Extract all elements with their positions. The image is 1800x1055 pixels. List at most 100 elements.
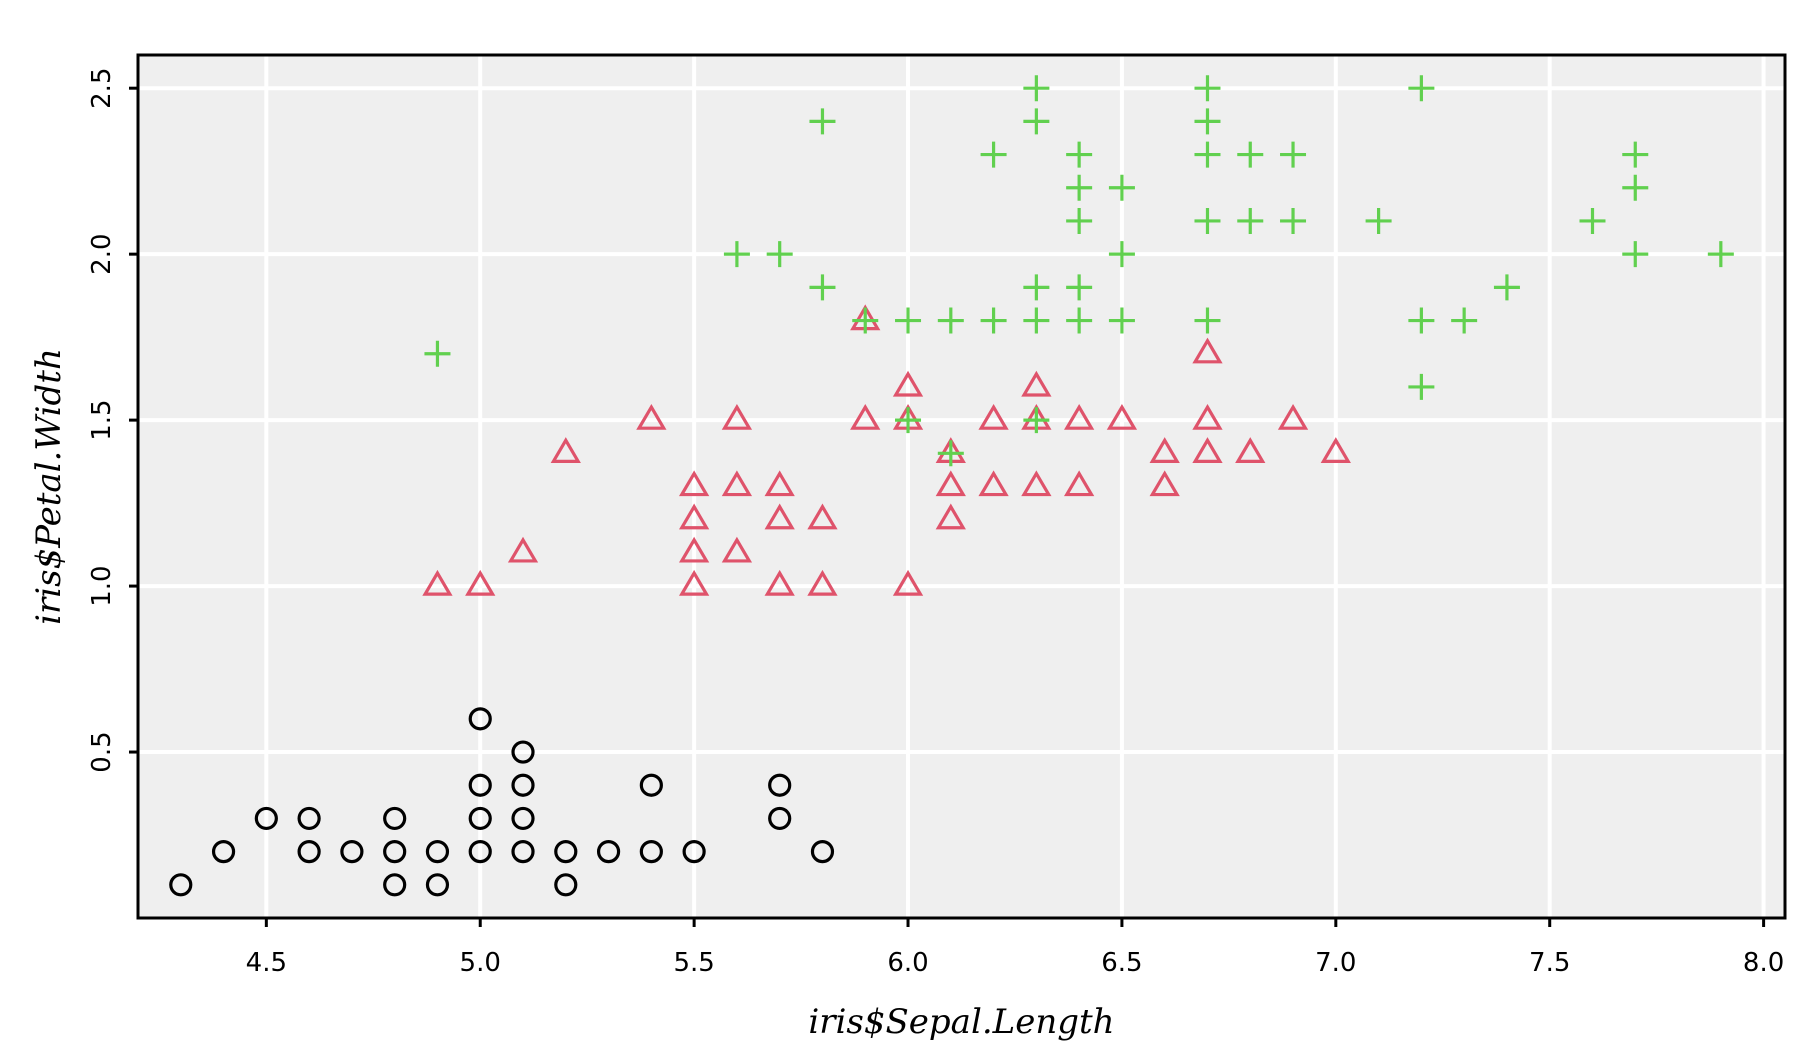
data-point-triangle — [636, 403, 667, 430]
x-axis: 4.5 5.0 5.5 6.0 6.5 7.0 7.5 8.0 — [246, 918, 1784, 978]
data-point-triangle — [550, 437, 581, 463]
data-point-triangle — [1192, 437, 1223, 463]
data-point-circle — [511, 840, 535, 864]
data-point-plus — [1066, 174, 1093, 201]
data-point-plus — [980, 141, 1007, 168]
data-point-plus — [1194, 307, 1221, 334]
data-point-plus — [1280, 207, 1307, 234]
data-point-plus — [895, 307, 922, 334]
y-tick-label: 2.0 — [87, 233, 117, 274]
data-point-triangle — [1235, 437, 1266, 463]
plot-background — [138, 55, 1785, 918]
data-point-triangle — [1192, 337, 1223, 364]
data-point-triangle — [1021, 470, 1052, 497]
data-point-circle — [425, 840, 450, 864]
data-point-plus — [852, 307, 879, 334]
data-points — [169, 75, 1734, 897]
data-point-triangle — [1063, 470, 1095, 497]
data-point-circle — [383, 840, 407, 864]
data-point-plus — [1066, 207, 1093, 234]
data-point-triangle — [935, 503, 966, 530]
data-point-circle — [639, 840, 663, 864]
data-point-plus — [1194, 141, 1221, 168]
data-point-plus — [1194, 75, 1221, 102]
data-point-plus — [809, 274, 836, 301]
data-point-plus — [1023, 407, 1050, 434]
data-point-triangle — [1277, 403, 1309, 430]
x-tick-label: 5.5 — [673, 948, 714, 978]
data-point-circle — [468, 707, 492, 731]
data-point-circle — [169, 873, 193, 897]
data-point-plus — [1622, 241, 1649, 268]
data-point-triangle — [892, 370, 924, 397]
data-point-circle — [682, 840, 706, 864]
data-point-plus — [809, 108, 836, 135]
data-point-triangle — [1149, 470, 1180, 497]
data-point-plus — [1023, 307, 1050, 334]
data-point-triangle — [678, 536, 710, 563]
data-point-circle — [554, 840, 578, 864]
data-point-circle — [511, 773, 535, 797]
data-point-circle — [468, 806, 492, 831]
x-axis-title: iris$Sepal.Length — [808, 1002, 1114, 1042]
data-point-plus — [1408, 373, 1435, 400]
y-axis-title: iris$Petal.Width — [29, 348, 69, 625]
data-point-triangle — [721, 403, 753, 430]
data-point-triangle — [678, 470, 710, 497]
data-point-circle — [254, 806, 278, 831]
data-point-plus — [1108, 241, 1135, 268]
data-point-plus — [723, 241, 750, 268]
data-point-plus — [1023, 108, 1050, 135]
plot-frame — [136, 53, 1787, 920]
data-point-circle — [383, 806, 407, 831]
data-point-plus — [1194, 207, 1221, 234]
x-tick-label: 7.0 — [1315, 948, 1356, 978]
data-point-circle — [768, 773, 792, 797]
data-point-plus — [1579, 207, 1606, 234]
x-tick-label: 6.0 — [887, 948, 928, 978]
data-point-plus — [1280, 141, 1307, 168]
data-point-circle — [768, 806, 792, 831]
data-point-plus — [895, 407, 922, 434]
data-point-plus — [1622, 141, 1649, 168]
data-point-plus — [1108, 307, 1135, 334]
data-point-triangle — [1149, 437, 1180, 463]
x-tick-label: 5.0 — [460, 948, 501, 978]
data-point-circle — [511, 740, 535, 764]
data-point-circle — [511, 806, 535, 831]
data-point-triangle — [764, 470, 795, 497]
y-tick-label: 1.0 — [87, 565, 117, 606]
data-point-triangle — [935, 470, 966, 497]
data-point-triangle — [507, 536, 539, 563]
data-point-triangle — [892, 569, 924, 596]
x-tick-label: 4.5 — [246, 948, 287, 978]
data-point-plus — [1066, 307, 1093, 334]
data-point-circle — [340, 840, 364, 864]
data-point-plus — [1408, 75, 1435, 102]
data-point-plus — [1066, 274, 1093, 301]
data-point-plus — [1707, 241, 1734, 268]
data-point-triangle — [764, 569, 795, 596]
data-point-circle — [425, 873, 450, 897]
y-axis: 0.5 1.0 1.5 2.0 2.5 — [87, 68, 138, 773]
data-point-circle — [596, 840, 621, 864]
data-point-plus — [1237, 207, 1264, 234]
data-point-plus — [1237, 141, 1264, 168]
data-point-plus — [766, 241, 793, 268]
data-point-triangle — [1320, 437, 1351, 463]
data-point-plus — [1108, 174, 1135, 201]
data-point-plus — [1622, 174, 1649, 201]
x-tick-label: 6.5 — [1101, 948, 1142, 978]
y-tick-label: 0.5 — [87, 731, 117, 772]
y-tick-label: 2.5 — [87, 68, 117, 109]
data-point-triangle — [978, 403, 1009, 430]
data-point-triangle — [721, 470, 753, 497]
data-point-plus — [1451, 307, 1478, 334]
data-point-circle — [810, 840, 835, 864]
data-point-plus — [1365, 207, 1392, 234]
data-point-plus — [424, 340, 451, 367]
data-point-triangle — [807, 569, 838, 596]
data-point-triangle — [465, 569, 496, 596]
x-tick-label: 7.5 — [1529, 948, 1570, 978]
